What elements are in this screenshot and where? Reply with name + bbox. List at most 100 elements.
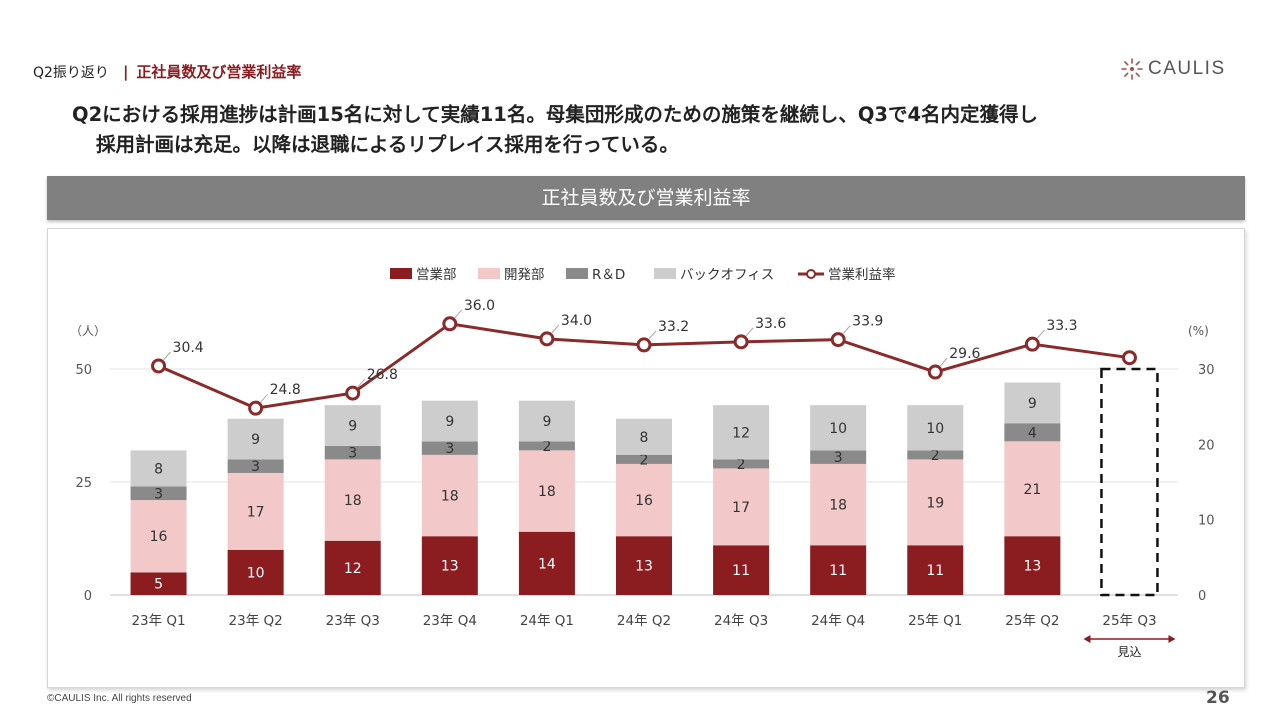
bar-segment bbox=[616, 454, 672, 464]
x-tick-label: 23年 Q3 bbox=[326, 613, 380, 629]
bar-segment bbox=[421, 400, 478, 442]
legend-swatch bbox=[654, 268, 676, 279]
bar-segment bbox=[713, 459, 770, 469]
bar-segment bbox=[616, 418, 672, 455]
bar-data-label: 3 bbox=[445, 441, 454, 457]
legend-line-marker bbox=[806, 269, 816, 279]
margin-point bbox=[442, 316, 458, 332]
margin-data-label: 24.8 bbox=[270, 382, 301, 398]
bar-data-label: 8 bbox=[640, 430, 649, 446]
bar-segment bbox=[713, 405, 770, 460]
bar-segment bbox=[713, 545, 770, 595]
margin-data-label: 33.2 bbox=[658, 319, 689, 335]
bar-segment bbox=[907, 459, 964, 546]
bar-segment bbox=[518, 450, 575, 532]
margin-line bbox=[157, 322, 1130, 410]
margin-label-leader bbox=[357, 378, 366, 388]
bar-segment bbox=[907, 450, 964, 460]
bar-data-label: 4 bbox=[1028, 425, 1037, 441]
bar-segment bbox=[130, 500, 187, 573]
bar-data-label: 9 bbox=[251, 432, 260, 448]
bar-data-label: 18 bbox=[538, 484, 556, 500]
company-logo: CAULIS bbox=[1120, 57, 1226, 81]
margin-data-label: 33.6 bbox=[755, 316, 786, 332]
logo-text: CAULIS bbox=[1148, 58, 1226, 79]
bar-data-label: 10 bbox=[247, 565, 265, 581]
bar-segment bbox=[810, 463, 867, 546]
bar-data-label: 3 bbox=[348, 446, 357, 462]
bar-segment bbox=[324, 405, 381, 446]
margin-label-leader bbox=[1036, 329, 1045, 339]
x-tick-label: 23年 Q4 bbox=[423, 613, 477, 629]
legend-label: バックオフィス bbox=[680, 267, 774, 283]
breadcrumb-section: Q2振り返り bbox=[33, 64, 109, 81]
bar-segment bbox=[518, 400, 575, 442]
y-left-tick-label: 50 bbox=[75, 363, 92, 378]
bar-data-label: 9 bbox=[542, 414, 551, 430]
bar-data-label: 3 bbox=[834, 450, 843, 466]
headline-line-2: 採用計画は充足。以降は退職によるリプレイス採用を行っている。 bbox=[96, 133, 679, 156]
bar-data-label: 19 bbox=[926, 495, 944, 511]
bar-data-label: 5 bbox=[154, 577, 163, 593]
bar-segment bbox=[130, 486, 187, 501]
bar-data-label: 3 bbox=[251, 459, 260, 475]
y-right-tick-label: 20 bbox=[1198, 438, 1215, 453]
bar-data-label: 11 bbox=[829, 563, 847, 579]
bar-data-label: 17 bbox=[247, 504, 265, 520]
bar-data-label: 18 bbox=[344, 493, 362, 509]
bar-data-label: 17 bbox=[732, 500, 750, 516]
bar-segment bbox=[421, 454, 478, 537]
forecast-arrow-right bbox=[1168, 635, 1176, 643]
x-tick-label: 24年 Q3 bbox=[714, 613, 768, 629]
bar-data-label: 18 bbox=[441, 489, 459, 505]
headcount-chart: 0 25 50 0 10 20 30 （人） (%) 5 16 3 8 23年 Q1 10 17 3 9 23年 Q… bbox=[70, 266, 1215, 659]
margin-label-leader bbox=[454, 309, 463, 319]
forecast-arrow-left bbox=[1083, 635, 1091, 643]
page-title: 正社員数及び営業利益率 bbox=[136, 63, 302, 81]
bar-segment bbox=[518, 531, 575, 595]
bar-segment bbox=[1004, 441, 1061, 537]
x-tick-label: 24年 Q1 bbox=[520, 613, 574, 629]
margin-label-leader bbox=[939, 357, 948, 367]
x-tick-label: 25年 Q2 bbox=[1005, 613, 1059, 629]
bar-segment bbox=[421, 536, 478, 595]
bar-segment bbox=[907, 545, 964, 595]
x-tick-label: 25年 Q3 bbox=[1102, 613, 1156, 629]
margin-data-label: 34.0 bbox=[561, 313, 592, 329]
headline-line-1: Q2における採用進捗は計画15名に対して実績11名。母集団形成のための施策を継続… bbox=[72, 103, 1039, 126]
forecast-label: 見込 bbox=[1117, 645, 1141, 659]
bar-data-label: 18 bbox=[829, 498, 847, 514]
margin-label-leader bbox=[842, 325, 851, 334]
bar-data-label: 12 bbox=[732, 425, 750, 441]
bar-data-label: 8 bbox=[154, 461, 163, 477]
breadcrumb-separator: | bbox=[122, 62, 129, 81]
bar-data-label: 9 bbox=[1028, 396, 1037, 412]
bar-data-label: 10 bbox=[926, 421, 944, 437]
bar-segment bbox=[130, 572, 187, 595]
margin-label-leader bbox=[260, 393, 269, 403]
margin-point bbox=[539, 331, 555, 347]
y-left-unit: （人） bbox=[70, 324, 106, 338]
bar-data-label: 11 bbox=[732, 563, 750, 579]
bar-segment bbox=[810, 450, 867, 464]
headline: Q2における採用進捗は計画15名に対して実績11名。母集団形成のための施策を継続… bbox=[72, 100, 1267, 160]
y-right-tick-label: 10 bbox=[1198, 514, 1215, 529]
bar-segment bbox=[907, 405, 964, 451]
bar-segment bbox=[227, 459, 284, 473]
y-right-unit: (%) bbox=[1188, 324, 1209, 338]
breadcrumb: Q2振り返り | 正社員数及び営業利益率 bbox=[33, 61, 301, 82]
bar-data-label: 10 bbox=[829, 421, 847, 437]
bar-data-label: 2 bbox=[640, 452, 649, 468]
bar-data-label: 21 bbox=[1023, 482, 1041, 498]
bar-data-label: 16 bbox=[635, 493, 653, 509]
bar-segment bbox=[616, 463, 672, 537]
forecast-box bbox=[1100, 367, 1159, 597]
margin-point bbox=[151, 358, 167, 374]
bar-data-label: 12 bbox=[344, 561, 362, 577]
x-tick-label: 23年 Q1 bbox=[131, 613, 185, 629]
margin-label-leader bbox=[648, 330, 657, 340]
margin-point bbox=[927, 364, 943, 380]
bar-data-label: 2 bbox=[931, 448, 940, 464]
margin-point bbox=[733, 334, 749, 350]
y-right-tick-label: 0 bbox=[1198, 589, 1206, 604]
